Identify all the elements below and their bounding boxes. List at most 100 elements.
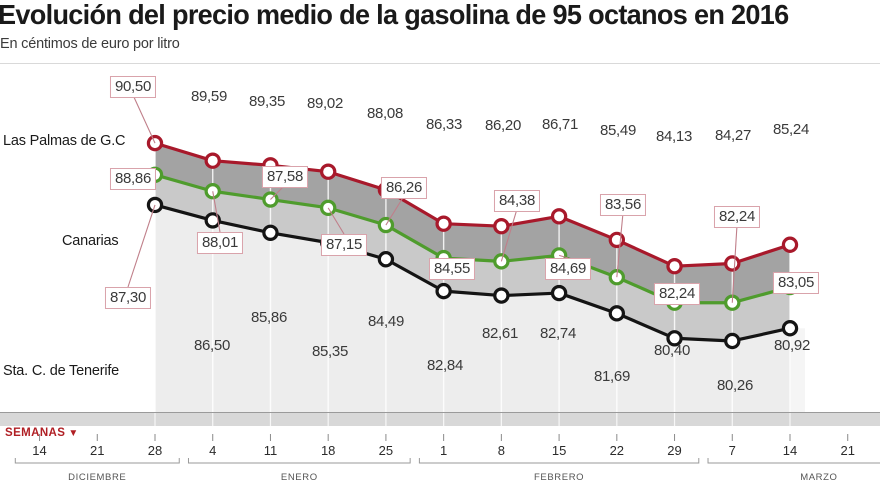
value-label: 82,24	[653, 283, 701, 305]
data-point-2-9	[666, 330, 683, 347]
label-leader-line	[558, 254, 569, 259]
data-point-2-4	[377, 251, 395, 268]
axis-divider	[0, 412, 880, 413]
label-leader-line	[616, 212, 624, 278]
value-label: 88,08	[366, 105, 404, 122]
axis-month-label: ENERO	[280, 472, 318, 483]
value-label: 90,50	[109, 76, 157, 98]
label-leader-line	[500, 208, 518, 262]
data-point-2-10	[724, 332, 741, 350]
value-label: 85,24	[772, 121, 810, 138]
axis-week-label: 18	[320, 443, 336, 458]
semanas-legend: SEMANAS ▼	[5, 427, 79, 439]
value-label: 86,71	[541, 116, 579, 133]
axis-month-label: MARZO	[800, 472, 838, 483]
value-label: 85,86	[250, 309, 288, 326]
value-label: 83,05	[772, 272, 820, 294]
semanas-label: SEMANAS	[5, 427, 66, 439]
axis-strip	[0, 413, 880, 426]
month-bracket	[707, 458, 880, 464]
value-label: 88,86	[109, 168, 157, 190]
data-point-2-11	[781, 320, 799, 337]
series-label-tenerife: Sta. C. de Tenerife	[3, 363, 120, 379]
data-point-0-8	[608, 231, 626, 249]
axis-week-label: 4	[209, 443, 217, 458]
band-below-tenerife	[155, 204, 790, 412]
data-point-0-10	[724, 255, 741, 272]
data-point-0-7	[550, 208, 568, 225]
band-las-palmas-canarias	[155, 143, 790, 303]
data-point-2-1	[204, 212, 221, 229]
axis-week-label: 21	[90, 443, 105, 458]
data-point-1-1	[204, 183, 221, 200]
data-point-0-11	[781, 236, 799, 253]
axis-week-label: 28	[147, 443, 163, 458]
value-label: 86,26	[380, 177, 428, 199]
label-leader-line	[385, 195, 405, 226]
series-label-las-palmas: Las Palmas de G.C	[3, 133, 126, 149]
axis-week-label: 29	[667, 443, 682, 458]
month-bracket	[187, 458, 411, 464]
month-bracket	[418, 458, 700, 464]
value-label: 80,92	[773, 337, 811, 354]
axis-week-label: 7	[728, 443, 736, 458]
page-title: Evolución del precio medio de la gasolin…	[0, 0, 789, 30]
band-canarias-tenerife	[155, 174, 790, 341]
label-leader-line	[731, 224, 738, 303]
data-point-0-9	[666, 258, 683, 275]
page-subtitle: En céntimos de euro por litro	[0, 36, 180, 52]
value-label: 83,56	[599, 194, 647, 216]
value-label: 80,40	[653, 342, 691, 359]
data-point-0-5	[435, 215, 452, 232]
axis-week-label: 14	[782, 443, 798, 458]
value-label: 87,30	[104, 287, 152, 309]
value-label: 82,74	[539, 325, 577, 342]
axis-week-label: 11	[263, 443, 278, 458]
month-bracket	[14, 458, 180, 464]
series-line-2	[153, 203, 792, 343]
data-point-2-2	[262, 224, 279, 241]
value-label: 84,27	[714, 127, 752, 144]
axis-week-label: 14	[32, 443, 47, 458]
axis-week-label: 25	[378, 443, 394, 458]
value-label: 84,13	[655, 128, 693, 145]
axis-week-label: 22	[609, 443, 625, 458]
data-point-1-3	[319, 199, 337, 217]
value-label: 82,84	[426, 357, 464, 374]
axis-month-label: FEBRERO	[534, 472, 585, 483]
band-tail	[790, 328, 805, 412]
data-point-0-6	[493, 218, 510, 235]
value-label: 86,50	[193, 337, 231, 354]
value-label: 87,58	[261, 166, 309, 188]
value-label: 82,61	[481, 325, 519, 342]
data-point-0-1	[204, 152, 221, 169]
label-leader-line	[127, 204, 156, 288]
triangle-down-icon: ▼	[68, 428, 79, 439]
axis-week-label: 15	[551, 443, 567, 458]
value-label: 81,69	[593, 368, 631, 385]
axis-week-label: 1	[440, 443, 448, 458]
value-label: 86,20	[484, 117, 522, 134]
axis-month-label: DICIEMBRE	[68, 472, 127, 483]
value-label: 85,35	[311, 343, 349, 360]
series-label-canarias: Canarias	[62, 233, 119, 249]
value-label: 82,24	[713, 206, 761, 228]
value-label: 85,49	[599, 122, 637, 139]
value-label: 88,01	[196, 232, 244, 254]
data-point-0-3	[319, 163, 337, 180]
header-divider	[0, 63, 880, 64]
label-leader-line	[132, 94, 156, 144]
data-point-2-6	[493, 287, 510, 304]
axis-week-label: 21	[840, 443, 855, 458]
value-label: 84,49	[367, 313, 405, 330]
axis-week-label: 8	[497, 443, 505, 458]
series-line-0	[153, 141, 792, 268]
data-point-2-5	[435, 282, 452, 300]
value-label: 89,02	[306, 95, 344, 112]
data-point-2-7	[550, 284, 568, 302]
value-label: 84,69	[544, 258, 592, 280]
value-label: 84,38	[493, 190, 541, 212]
data-point-2-0	[146, 196, 164, 214]
